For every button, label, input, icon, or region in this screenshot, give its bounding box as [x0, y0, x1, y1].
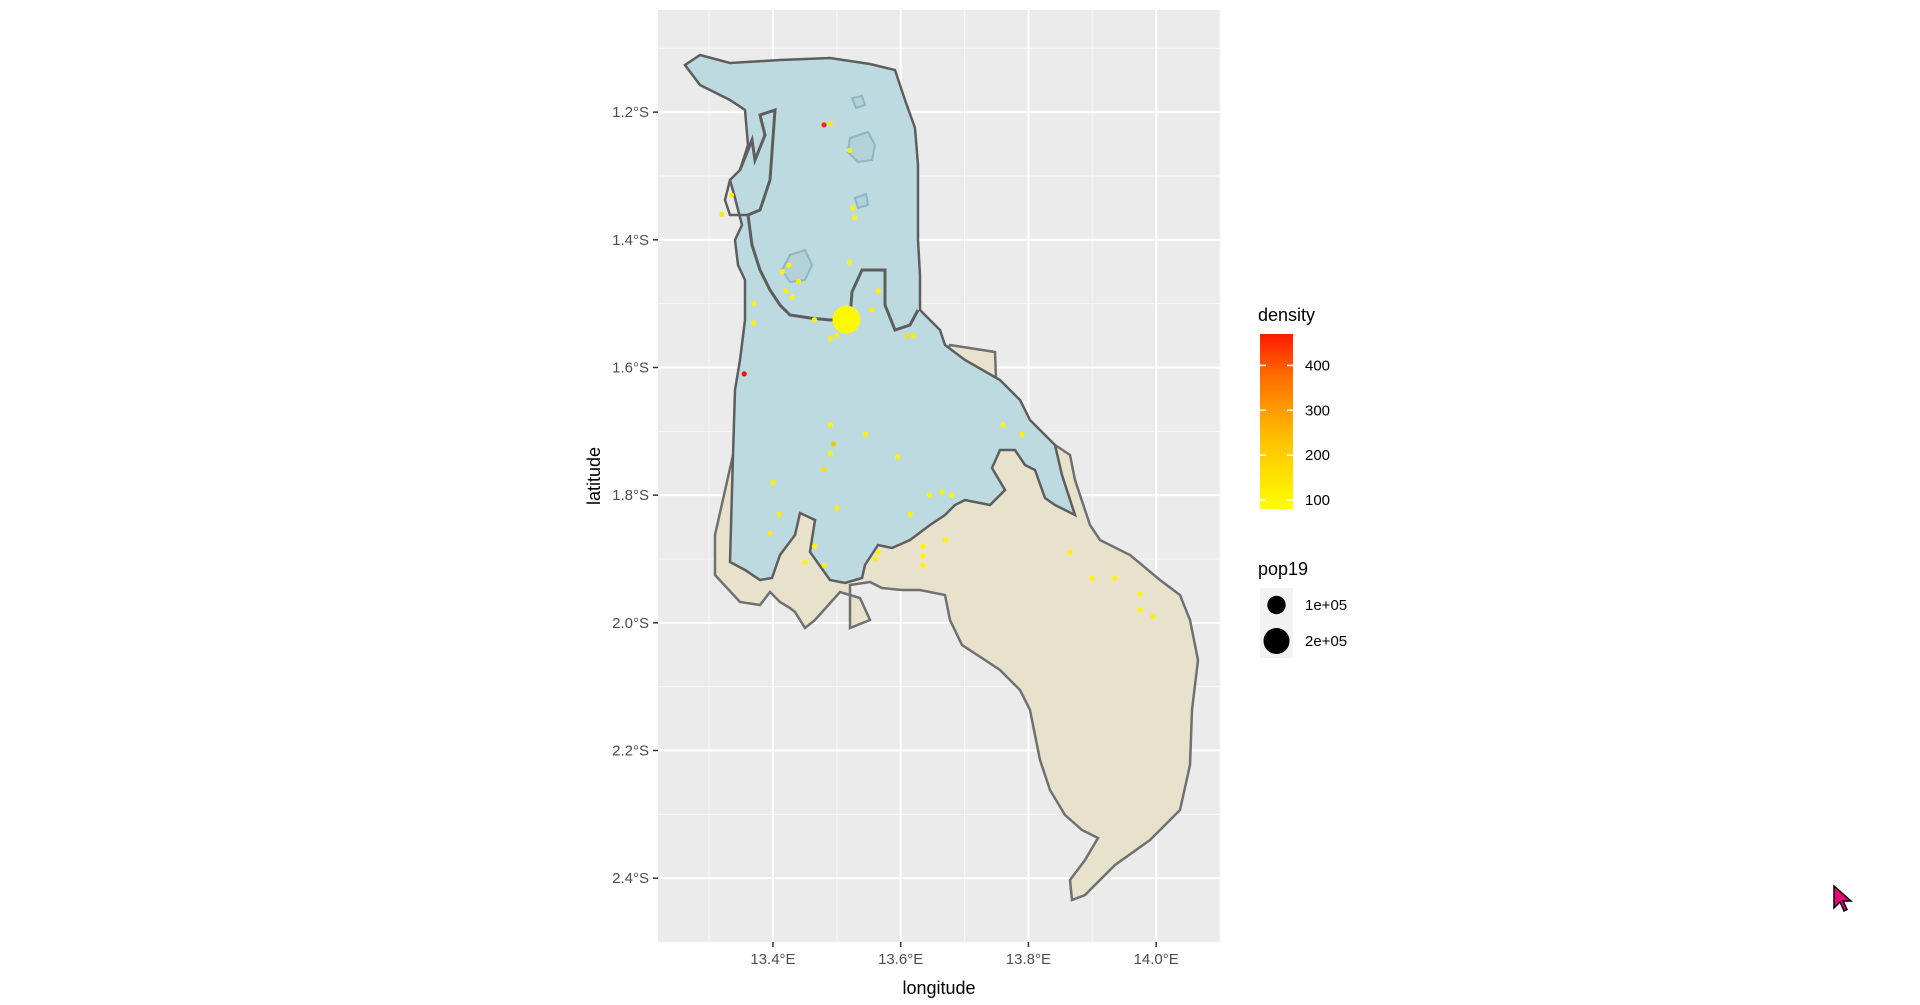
district-boundary	[738, 107, 920, 332]
y-tick-label: 1.6°S	[612, 359, 649, 376]
pop19-legend-label: 1e+05	[1305, 597, 1347, 614]
settlement-point	[907, 511, 913, 517]
settlement-point	[827, 422, 834, 428]
pop19-legend-key	[1267, 595, 1286, 615]
settlement-point	[783, 288, 789, 294]
y-tick-label: 1.2°S	[612, 104, 649, 121]
settlement-point	[869, 307, 875, 313]
settlement-point	[910, 332, 917, 339]
settlement-point	[811, 543, 818, 549]
settlement-point	[894, 454, 901, 460]
settlement-point	[751, 320, 757, 326]
x-tick-label: 14.0°E	[1134, 951, 1179, 968]
settlement-point	[831, 441, 837, 447]
settlement-point	[786, 262, 792, 268]
points-layer	[719, 121, 1156, 620]
legend-pop19: pop19 1e+05 2e+05	[1258, 559, 1347, 658]
settlement-point	[1000, 422, 1006, 428]
settlement-point	[728, 192, 735, 198]
legend-density-title: density	[1258, 305, 1315, 325]
settlement-point	[920, 562, 926, 568]
settlement-point	[821, 562, 827, 568]
settlement-point	[789, 294, 795, 300]
x-axis-title: longitude	[902, 978, 975, 998]
density-colorbar	[1260, 334, 1293, 509]
settlement-point	[834, 332, 840, 339]
settlement-point	[1019, 431, 1025, 438]
settlement-point	[834, 505, 840, 511]
settlement-point	[852, 214, 858, 221]
settlement-point	[949, 492, 955, 498]
settlement-point	[821, 122, 827, 128]
settlement-point	[939, 489, 945, 495]
settlement-point	[719, 211, 725, 217]
settlement-point	[827, 121, 834, 127]
settlement-point	[832, 305, 861, 334]
lake-3	[850, 94, 867, 110]
settlement-point	[850, 205, 856, 211]
settlement-point	[846, 147, 853, 154]
density-legend-label: 100	[1305, 492, 1330, 509]
settlement-point	[920, 553, 926, 559]
y-tick-label: 2.0°S	[612, 615, 649, 632]
settlement-point	[1112, 575, 1118, 581]
settlement-point	[904, 332, 910, 339]
settlement-point	[1137, 591, 1143, 597]
mouse-cursor-icon	[1833, 884, 1853, 912]
district-boundary-west	[723, 179, 748, 217]
settlement-point	[770, 479, 776, 485]
settlement-point	[751, 301, 757, 307]
pop19-keys: 1e+05 2e+05	[1263, 595, 1347, 654]
density-legend-label: 300	[1305, 402, 1330, 419]
density-ticks: 400 300 200 100	[1260, 357, 1330, 509]
y-tick-label: 1.8°S	[612, 487, 649, 504]
settlement-point	[776, 511, 782, 517]
pop19-legend-label: 2e+05	[1305, 633, 1347, 650]
density-legend-label: 400	[1305, 357, 1330, 374]
settlement-point	[827, 451, 834, 457]
settlement-point	[1150, 613, 1156, 620]
settlement-point	[846, 259, 853, 265]
settlement-point	[795, 278, 802, 284]
settlement-point	[802, 559, 808, 565]
y-tick-label: 2.4°S	[612, 870, 649, 887]
x-tick-label: 13.8°E	[1006, 951, 1051, 968]
settlement-point	[1137, 607, 1143, 613]
settlement-point	[942, 537, 948, 543]
settlement-point	[767, 530, 773, 537]
density-legend-label: 200	[1305, 447, 1330, 464]
pop19-legend-key	[1263, 628, 1290, 654]
x-tick-label: 13.6°E	[878, 951, 923, 968]
settlement-point	[875, 550, 881, 556]
x-tick-label: 13.4°E	[750, 951, 795, 968]
settlement-point	[741, 371, 747, 377]
settlement-point	[1067, 550, 1073, 556]
lake-4	[853, 192, 870, 210]
legend-density: density 400 300 200 100	[1258, 305, 1330, 509]
settlement-point	[779, 269, 786, 275]
settlement-point	[1089, 575, 1095, 581]
settlement-point	[811, 317, 818, 323]
axis-ticks: 13.4°E 13.6°E 13.8°E 14.0°E 1.2°S 1.4°S 1.6°S 1…	[612, 104, 1179, 968]
settlement-point	[872, 556, 878, 562]
settlement-point	[821, 467, 827, 473]
settlement-point	[926, 492, 933, 498]
settlement-point	[920, 543, 926, 549]
settlement-point	[875, 288, 881, 294]
y-axis-title: latitude	[584, 447, 604, 505]
settlement-point	[862, 431, 869, 438]
legend-pop19-title: pop19	[1258, 559, 1308, 579]
settlement-point	[827, 336, 834, 342]
y-tick-label: 2.2°S	[612, 742, 649, 759]
map-region-north	[683, 53, 1078, 585]
y-tick-label: 1.4°S	[612, 232, 649, 249]
